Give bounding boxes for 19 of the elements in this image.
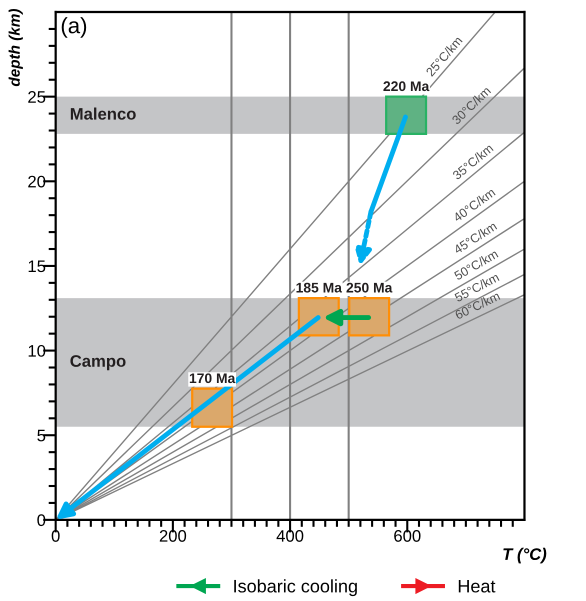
y-tick-label: 25 [28, 91, 46, 103]
band-label: Malenco [70, 108, 136, 120]
y-tick-label: 5 [37, 430, 46, 442]
legend-label: Isobaric cooling [234, 579, 357, 596]
annotation: 170 Ma [190, 373, 236, 384]
x-tick-label: 400 [276, 530, 304, 542]
annotation: 220 Ma [383, 81, 430, 92]
y-axis-title: depth (km) [8, 8, 23, 86]
band-label: Campo [70, 355, 126, 370]
annotation: (a) [62, 17, 86, 38]
x-axis-title: T (°C) [503, 548, 546, 564]
annotation: 250 Ma [346, 282, 392, 293]
y-tick-label: 10 [28, 344, 46, 357]
legend-label: Heat [458, 580, 496, 593]
y-tick-label: 15 [28, 260, 46, 272]
y-tick-label: 20 [28, 176, 46, 188]
annotation: 185 Ma [296, 282, 342, 293]
x-tick-label: 200 [160, 530, 186, 542]
x-tick-label: 600 [394, 530, 421, 542]
